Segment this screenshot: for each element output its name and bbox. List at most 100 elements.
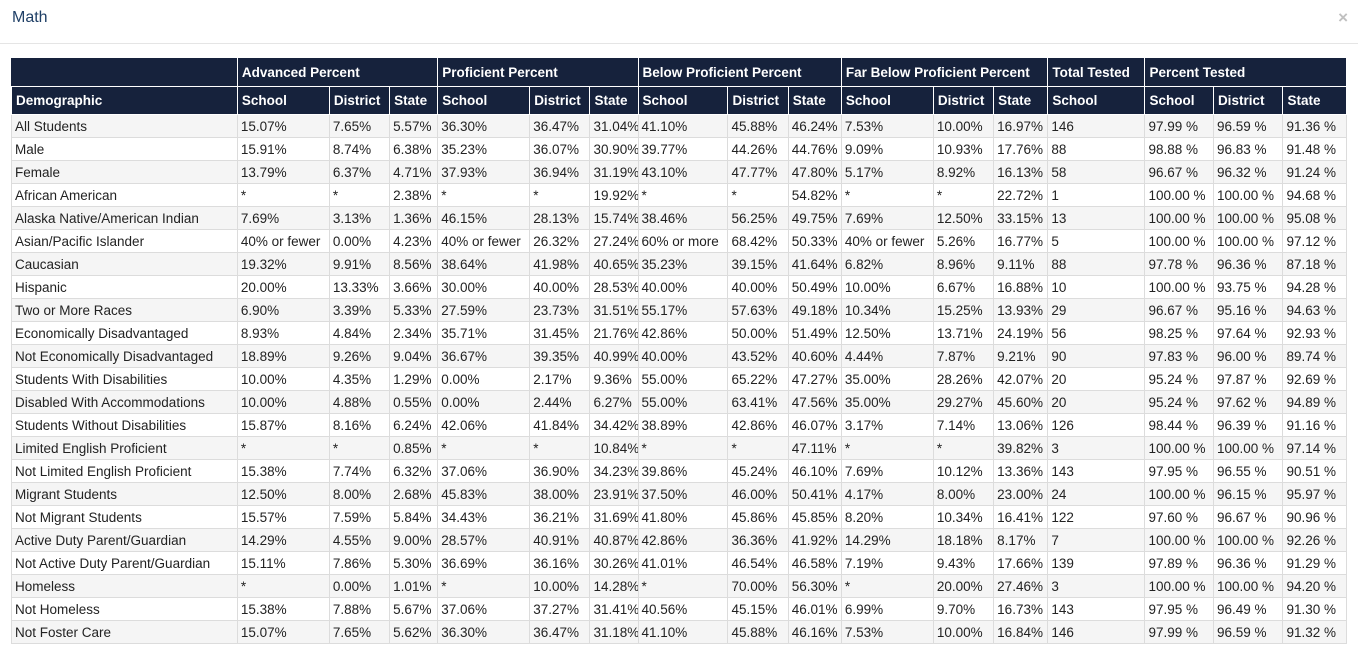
table-cell: 56 [1047, 321, 1146, 345]
table-cell: 15.07% [236, 114, 330, 138]
table-cell: 36.47% [529, 620, 591, 644]
table-cell: 23.73% [529, 298, 591, 322]
demographic-cell: Asian/Pacific Islander [11, 229, 238, 253]
table-cell: 47.27% [787, 367, 842, 391]
table-cell: 40.00% [637, 275, 729, 299]
table-cell: 4.88% [328, 390, 391, 414]
table-cell: 0.55% [389, 390, 439, 414]
table-cell: 38.00% [529, 482, 591, 506]
table-cell: * [840, 436, 934, 460]
table-cell: 94.63 % [1282, 298, 1347, 322]
table-cell: 100.00 % [1144, 206, 1214, 230]
table-cell: 68.42% [727, 229, 789, 253]
table-cell: 95.16 % [1212, 298, 1284, 322]
table-cell: 46.00% [727, 482, 789, 506]
demographic-cell: Not Active Duty Parent/Guardian [11, 551, 238, 575]
table-cell: 100.00 % [1144, 574, 1214, 598]
table-cell: 39.82% [993, 436, 1049, 460]
table-cell: 39.35% [529, 344, 591, 368]
column-header: District [932, 86, 995, 115]
table-cell: 37.27% [529, 597, 591, 621]
table-cell: 45.15% [727, 597, 789, 621]
table-cell: 96.00 % [1212, 344, 1284, 368]
table-cell: 43.10% [637, 160, 729, 184]
table-cell: 7.53% [840, 114, 934, 138]
table-cell: 31.04% [589, 114, 639, 138]
table-cell: 37.06% [437, 597, 531, 621]
table-cell: 91.48 % [1282, 137, 1347, 161]
table-cell: 9.00% [389, 528, 439, 552]
table-cell: 34.23% [589, 459, 639, 483]
table-cell: 146 [1047, 114, 1146, 138]
table-cell: 91.16 % [1282, 413, 1347, 437]
table-cell: 49.75% [787, 206, 842, 230]
table-cell: 2.34% [389, 321, 439, 345]
demographic-cell: Alaska Native/American Indian [11, 206, 238, 230]
table-cell: 9.21% [993, 344, 1049, 368]
table-cell: 50.41% [787, 482, 842, 506]
table-cell: 46.01% [787, 597, 842, 621]
table-cell: 50.49% [787, 275, 842, 299]
demographic-cell: Not Foster Care [11, 620, 238, 644]
table-cell: 24 [1047, 482, 1146, 506]
table-cell: 70.00% [727, 574, 789, 598]
table-cell: 28.26% [932, 367, 995, 391]
table-cell: 8.00% [328, 482, 391, 506]
table-cell: 95.08 % [1282, 206, 1347, 230]
table-cell: 7.53% [840, 620, 934, 644]
table-cell: 7.86% [328, 551, 391, 575]
table-cell: 95.97 % [1282, 482, 1347, 506]
table-cell: 39.86% [637, 459, 729, 483]
table-cell: 6.90% [236, 298, 330, 322]
table-cell: 35.23% [637, 252, 729, 276]
column-header: State [589, 86, 639, 115]
table-cell: 45.86% [727, 505, 789, 529]
table-cell: 15.57% [236, 505, 330, 529]
table-row: Active Duty Parent/Guardian 14.29% 4.55% 9.… [11, 528, 1347, 552]
table-cell: 97.60 % [1144, 505, 1214, 529]
table-cell: 47.11% [787, 436, 842, 460]
table-cell: 10 [1047, 275, 1146, 299]
table-cell: 31.19% [589, 160, 639, 184]
table-cell: * [328, 436, 391, 460]
table-cell: 6.24% [389, 413, 439, 437]
table-row: Not Homeless 15.38% 7.88% 5.67% 37.06% 37.27%… [11, 597, 1347, 621]
table-cell: 45.24% [727, 459, 789, 483]
column-header: State [1282, 86, 1347, 115]
column-group-header: Below Proficient Percent [637, 58, 842, 87]
table-cell: 60% or more [637, 229, 729, 253]
table-cell: 97.89 % [1144, 551, 1214, 575]
table-cell: 31.69% [589, 505, 639, 529]
table-cell: * [840, 183, 934, 207]
table-cell: 36.16% [529, 551, 591, 575]
table-cell: 36.36% [727, 528, 789, 552]
table-cell: 20.00% [932, 574, 995, 598]
table-cell: 97.99 % [1144, 620, 1214, 644]
table-cell: 97.83 % [1144, 344, 1214, 368]
table-cell: 10.84% [589, 436, 639, 460]
table-cell: 44.26% [727, 137, 789, 161]
column-header: School [437, 86, 531, 115]
table-cell: 10.93% [932, 137, 995, 161]
table-cell: 41.01% [637, 551, 729, 575]
table-cell: * [840, 574, 934, 598]
table-cell: 26.32% [529, 229, 591, 253]
table-cell: 7.69% [236, 206, 330, 230]
table-cell: 91.36 % [1282, 114, 1347, 138]
table-cell: 5.26% [932, 229, 995, 253]
table-cell: 100.00 % [1144, 183, 1214, 207]
table-cell: 88 [1047, 252, 1146, 276]
table-cell: 4.55% [328, 528, 391, 552]
table-cell: 15.38% [236, 597, 330, 621]
column-group-header: Proficient Percent [437, 58, 639, 87]
table-cell: 91.32 % [1282, 620, 1347, 644]
table-cell: 30.00% [437, 275, 531, 299]
table-cell: 96.55 % [1212, 459, 1284, 483]
table-cell: 7.65% [328, 114, 391, 138]
table-cell: 96.32 % [1212, 160, 1284, 184]
demographic-cell: African American [11, 183, 238, 207]
table-cell: 3 [1047, 574, 1146, 598]
table-cell: 97.87 % [1212, 367, 1284, 391]
column-header: State [389, 86, 439, 115]
close-button[interactable]: × [1338, 8, 1348, 27]
